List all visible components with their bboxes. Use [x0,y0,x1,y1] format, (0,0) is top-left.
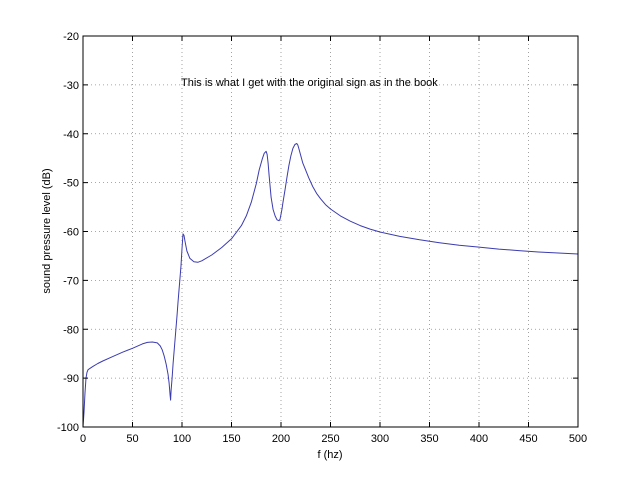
x-tick-label: 500 [569,433,587,445]
x-tick-label: 200 [272,433,290,445]
y-tick-label: -40 [63,129,79,141]
tick-labels: 0 50 100 150 200 250 300 350 400 450 500 -100 -90 -80… [57,31,587,445]
y-tick-label: -50 [63,178,79,190]
y-tick-label: -90 [63,373,79,385]
x-tick-label: 350 [420,433,438,445]
grid-lines [83,36,578,427]
x-tick-label: 150 [222,433,240,445]
x-tick-label: 250 [321,433,339,445]
y-tick-label: -60 [63,227,79,239]
x-axis-label: f (hz) [317,449,342,461]
y-tick-label: -30 [63,80,79,92]
y-tick-label: -70 [63,275,79,287]
x-tick-label: 0 [80,433,86,445]
x-tick-label: 300 [371,433,389,445]
chart-annotation: This is what I get with the original sig… [181,77,438,89]
x-tick-label: 400 [470,433,488,445]
y-axis-label: sound pressure level (dB) [41,168,53,293]
y-tick-label: -100 [57,422,79,434]
x-tick-label: 100 [173,433,191,445]
series-line [82,143,579,428]
series-layer [82,143,579,428]
x-tick-label: 50 [126,433,138,445]
y-tick-label: -20 [63,31,79,43]
tick-marks [82,35,579,428]
y-tick-label: -80 [63,324,79,336]
x-tick-label: 450 [519,433,537,445]
